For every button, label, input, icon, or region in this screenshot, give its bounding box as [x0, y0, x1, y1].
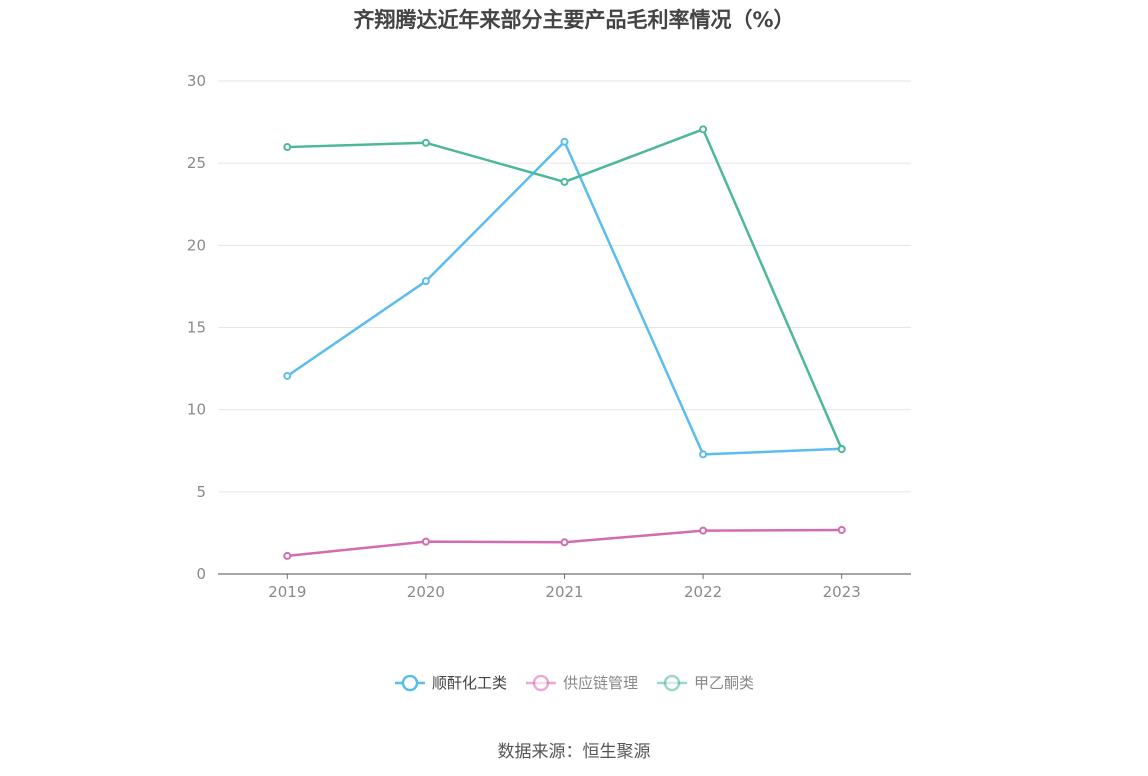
legend-label: 顺酐化工类 [431, 674, 507, 692]
data-point[interactable] [421, 277, 430, 286]
legend: 顺酐化工类 供应链管理 甲乙酮类 [0, 672, 1148, 693]
y-tick-label: 25 [187, 154, 206, 172]
y-tick-label: 30 [187, 72, 206, 90]
legend-label: 供应链管理 [562, 674, 638, 692]
data-point[interactable] [837, 445, 846, 454]
data-point[interactable] [560, 137, 569, 146]
data-point[interactable] [699, 526, 708, 535]
y-tick-label: 10 [187, 401, 206, 419]
grid-lines [218, 80, 911, 493]
legend-marker-icon [657, 674, 687, 691]
data-point[interactable] [560, 538, 569, 547]
legend-item[interactable]: 顺酐化工类 [394, 672, 507, 693]
x-tick-label: 2020 [407, 583, 445, 601]
series-line [287, 128, 843, 450]
data-source: 数据来源：恒生聚源 [497, 742, 651, 762]
y-tick-label: 0 [196, 565, 206, 583]
x-tick-label: 2022 [684, 583, 722, 601]
data-point[interactable] [283, 371, 292, 380]
data-point[interactable] [699, 450, 708, 459]
data-point[interactable] [283, 143, 292, 152]
x-tick-label: 2021 [545, 583, 583, 601]
x-tick-label: 2023 [823, 583, 861, 601]
x-axis: 2019 2020 2021 2022 2023 [218, 573, 911, 601]
line-chart: 0 5 10 15 20 25 30 2019 2020 2021 2022 2023 [187, 72, 911, 601]
data-point[interactable] [560, 177, 569, 186]
data-point[interactable] [421, 537, 430, 546]
y-tick-label: 15 [187, 319, 206, 337]
data-point[interactable] [421, 138, 430, 147]
y-tick-label: 20 [187, 236, 206, 254]
chart-title: 齐翔腾达近年来部分主要产品毛利率情况（%） [353, 8, 795, 32]
data-point[interactable] [837, 525, 846, 534]
series-lines [283, 125, 846, 560]
x-tick-label: 2019 [268, 583, 306, 601]
legend-item[interactable]: 甲乙酮类 [656, 672, 754, 693]
legend-label: 甲乙酮类 [694, 674, 755, 692]
data-point[interactable] [699, 125, 708, 134]
legend-marker-icon [525, 674, 556, 691]
data-point[interactable] [283, 551, 292, 560]
legend-item[interactable]: 供应链管理 [525, 672, 638, 693]
y-tick-label: 5 [196, 483, 206, 501]
y-axis-ticks: 0 5 10 15 20 25 30 [187, 72, 206, 583]
series-甲乙酮类 [283, 125, 846, 454]
series-line [286, 140, 842, 456]
legend-marker-icon [394, 674, 425, 691]
series-供应链管理 [283, 525, 846, 560]
